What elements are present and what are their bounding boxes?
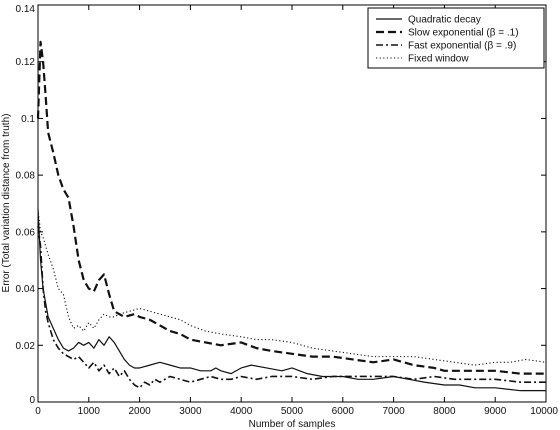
legend-box <box>367 7 545 69</box>
legend: Quadratic decay Slow exponential (β = .1)… <box>367 7 545 69</box>
legend-label: Fast exponential (β = .9) <box>408 41 516 52</box>
ticks-layer: 0 1000 2000 3000 4000 5000 6000 7000 8000 9000 100… <box>16 4 559 417</box>
y-tick-label: 0.04 <box>16 284 36 295</box>
y-tick-label: 0.12 <box>16 57 36 68</box>
x-tick-label: 0 <box>35 406 41 417</box>
y-tick-label: 0.02 <box>16 341 36 352</box>
x-tick-label: 4000 <box>230 406 253 417</box>
x-axis-label: Number of samples <box>249 419 336 430</box>
x-tick-label: 8000 <box>433 406 456 417</box>
x-tick-label: 6000 <box>332 406 355 417</box>
x-tick-label: 9000 <box>484 406 507 417</box>
series-layer <box>36 40 547 392</box>
series-line-3 <box>37 226 546 389</box>
legend-label: Quadratic decay <box>408 15 481 26</box>
x-tick-label: 3000 <box>179 406 202 417</box>
x-tick-label: 1000 <box>78 406 101 417</box>
y-tick-label: 0.06 <box>16 227 36 238</box>
plot-area <box>37 4 547 403</box>
x-tick-label: 2000 <box>128 406 151 417</box>
y-tick-label: 0.1 <box>21 114 35 125</box>
y-axis-label: Error (Total variation distance from tru… <box>1 114 12 293</box>
x-tick-label: 10000 <box>530 406 558 417</box>
y-tick-label: 0.08 <box>16 171 36 182</box>
series-line-4 <box>37 209 547 366</box>
legend-label: Fixed window <box>408 54 469 65</box>
series-line-1 <box>37 209 546 392</box>
legend-label: Slow exponential (β = .1) <box>408 28 519 39</box>
x-tick-label: 5000 <box>281 406 304 417</box>
series-line-2 <box>36 40 546 375</box>
y-tick-label: 0.14 <box>16 4 36 15</box>
x-tick-label: 7000 <box>382 406 405 417</box>
y-tick-label: 0 <box>29 395 35 406</box>
